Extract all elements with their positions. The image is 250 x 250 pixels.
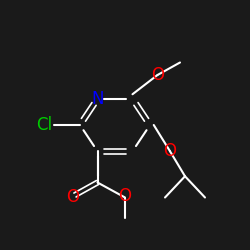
Text: N: N [91,90,104,108]
Text: Cl: Cl [36,116,52,134]
Text: O: O [151,66,164,84]
Text: O: O [164,142,176,160]
Text: O: O [66,188,79,206]
Text: O: O [118,187,132,205]
